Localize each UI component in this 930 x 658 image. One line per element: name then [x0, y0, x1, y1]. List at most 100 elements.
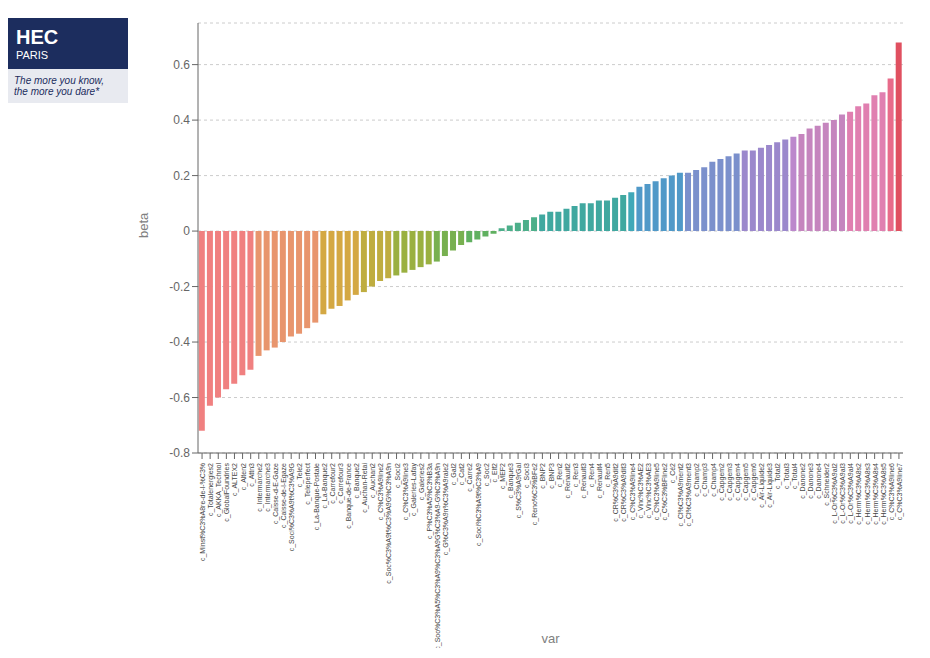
- svg-text:c_S%C3%A9rGal: c_S%C3%A9rGal: [515, 463, 523, 519]
- svg-text:c_Cl%C3%A9ment2: c_Cl%C3%A9ment2: [677, 463, 685, 527]
- svg-text:c_Soci%C3%A9t%C3%A9: c_Soci%C3%A9t%C3%A9: [475, 463, 483, 546]
- svg-text:c_Caisse-d-E-Gaze: c_Caisse-d-E-Gaze: [272, 463, 280, 524]
- html-text:PARIS: PARIS: [16, 49, 49, 61]
- svg-text:c_C%C3%A9line5: c_C%C3%A9line5: [653, 463, 661, 520]
- svg-text:c_Capgem2: c_Capgem2: [718, 463, 726, 501]
- svg-text:c_AKKA_Technol: c_AKKA_Technol: [215, 463, 223, 518]
- svg-text:c_G%C3%A9n%C3%A9rale2: c_G%C3%A9n%C3%A9rale2: [442, 463, 450, 555]
- svg-text:c_Herm%C3%A8s5: c_Herm%C3%A8s5: [880, 463, 888, 525]
- svg-text:c_Champ3: c_Champ3: [701, 463, 709, 497]
- svg-text:c_Minst%C3%A8re-de-l-%C3%: c_Minst%C3%A8re-de-l-%C3%: [199, 463, 207, 561]
- svg-text:c_Ren5: c_Ren5: [604, 463, 612, 487]
- svg-text:c_Galeries2: c_Galeries2: [418, 463, 426, 500]
- svg-text:c_Soci2: c_Soci2: [394, 463, 402, 488]
- svg-text:c_Banque3: c_Banque3: [507, 463, 515, 499]
- html-text:HEC: HEC: [16, 26, 59, 48]
- svg-text:c_Capgem6: c_Capgem6: [750, 463, 758, 501]
- svg-text:c_Capgem3: c_Capgem3: [726, 463, 734, 501]
- svg-text:c_La-Banque-Postale: c_La-Banque-Postale: [313, 463, 321, 530]
- svg-text:c_C%C3%A9line3: c_C%C3%A9line3: [402, 463, 410, 520]
- svg-text:c_Teleperfect: c_Teleperfect: [304, 463, 312, 505]
- svg-text:c_Banque-de-France: c_Banque-de-France: [345, 463, 353, 529]
- svg-text:c_Carre2: c_Carre2: [466, 463, 474, 492]
- svg-text:c_Danone2: c_Danone2: [799, 463, 807, 499]
- svg-text:c_Intermarche2: c_Intermarche2: [256, 463, 264, 512]
- svg-text:c_C%C3%A9line6: c_C%C3%A9line6: [888, 463, 896, 520]
- svg-text:c_Champ2: c_Champ2: [693, 463, 701, 497]
- svg-text:c_Herm%C3%A8s3: c_Herm%C3%A8s3: [864, 463, 872, 525]
- svg-text:c_Herm%C3%A8s4: c_Herm%C3%A8s4: [872, 463, 880, 525]
- svg-text:c_Cl%C3%A9ment3: c_Cl%C3%A9ment3: [685, 463, 693, 527]
- svg-text:c_P%C3%A5%C3%B3a: c_P%C3%A5%C3%B3a: [426, 463, 434, 539]
- svg-text:c_Auchan2: c_Auchan2: [369, 463, 377, 498]
- svg-text:c_Soci3: c_Soci3: [523, 463, 531, 488]
- svg-text:beta: beta: [136, 212, 151, 238]
- svg-text:c_Attn3: c_Attn3: [248, 463, 256, 487]
- svg-text:c_Cé2: c_Cé2: [669, 463, 677, 483]
- svg-text:c_Alten2: c_Alten2: [240, 463, 248, 490]
- svg-text:c_Renault2: c_Renault2: [564, 463, 572, 499]
- svg-text:c_CR%C3%A9dit3: c_CR%C3%A9dit3: [620, 463, 628, 522]
- svg-text:c_Air-Liquide2: c_Air-Liquide2: [758, 463, 766, 508]
- svg-text:c_Vinc%C3%AE2: c_Vinc%C3%AE2: [637, 463, 645, 519]
- svg-text:c_Soc%C3%A9t%C3%A9G%C3%A9n: c_Soc%C3%A9t%C3%A9G%C3%A9n: [385, 463, 393, 584]
- svg-text:-0.2: -0.2: [169, 280, 190, 294]
- svg-text:c_C%C3%A9line7: c_C%C3%A9line7: [896, 463, 904, 520]
- svg-text:0.4: 0.4: [173, 113, 190, 127]
- svg-text:c_Gal2: c_Gal2: [450, 463, 458, 485]
- svg-text:c_Soci%C3%A9t%C3%A9G: c_Soci%C3%A9t%C3%A9G: [288, 463, 296, 551]
- svg-text:c_L-Or%C3%A9al3: c_L-Or%C3%A9al3: [839, 463, 847, 524]
- svg-text:c_Tele2: c_Tele2: [296, 463, 304, 487]
- svg-text:c_Elf2: c_Elf2: [491, 463, 499, 483]
- svg-text:c_GlobalFoundries: c_GlobalFoundries: [223, 463, 231, 522]
- svg-text:-0.6: -0.6: [169, 391, 190, 405]
- svg-text:c_Intermarche3: c_Intermarche3: [264, 463, 272, 512]
- svg-text:c_Total2: c_Total2: [774, 463, 782, 489]
- svg-text:-0.8: -0.8: [169, 446, 190, 460]
- svg-text:c_L-Or%C3%A9al2: c_L-Or%C3%A9al2: [831, 463, 839, 524]
- svg-text:c_Totalenergies2: c_Totalenergies2: [207, 463, 215, 516]
- svg-text:c_Soc2: c_Soc2: [483, 463, 491, 486]
- svg-text:c_La-Banque2: c_La-Banque2: [321, 463, 329, 509]
- svg-text:c_Auchan-Retai: c_Auchan-Retai: [361, 463, 369, 513]
- svg-text:0: 0: [183, 224, 190, 238]
- svg-text:var: var: [541, 631, 560, 646]
- svg-text:0.6: 0.6: [173, 58, 190, 72]
- svg-text:c_Caisse-de-l-Egaze: c_Caisse-de-l-Egaze: [280, 463, 288, 528]
- svg-text:c_Vinc%C3%AE3: c_Vinc%C3%AE3: [645, 463, 653, 519]
- svg-text:c_Cat2: c_Cat2: [458, 463, 466, 485]
- svg-text:c_Capgem5: c_Capgem5: [742, 463, 750, 501]
- svg-text:0.2: 0.2: [173, 169, 190, 183]
- svg-text:c_Danone4: c_Danone4: [815, 463, 823, 499]
- svg-text:c_Banque2: c_Banque2: [353, 463, 361, 499]
- svg-text:c_BNP3: c_BNP3: [548, 463, 556, 489]
- svg-text:c_Ren2: c_Ren2: [556, 463, 564, 487]
- svg-text:c_C%C3%A9line4: c_C%C3%A9line4: [629, 463, 637, 520]
- svg-text:c_C%C3%A9line2: c_C%C3%A9line2: [377, 463, 385, 520]
- svg-text:c_Ren4: c_Ren4: [588, 463, 596, 487]
- svg-text:c_CR%C3%A9dit2: c_CR%C3%A9dit2: [612, 463, 620, 522]
- svg-text:c_BNP2: c_BNP2: [539, 463, 547, 489]
- svg-text:c_Carrefour3: c_Carrefour3: [337, 463, 345, 504]
- svg-text:c_Soo%C3%A5%C3%A9%C3%A9G%C3%A9: c_Soo%C3%A5%C3%A9%C3%A9G%C3%A9-G%C3%A9n: [434, 463, 442, 648]
- svg-text:c_Total4: c_Total4: [791, 463, 799, 489]
- svg-text:c_MEF2: c_MEF2: [499, 463, 507, 489]
- svg-text:c_Galeries-Lafay: c_Galeries-Lafay: [410, 463, 418, 516]
- html-text:The more you know,: The more you know,: [14, 75, 104, 86]
- svg-text:c_Carrefour2: c_Carrefour2: [329, 463, 337, 504]
- svg-text:c_Champ4: c_Champ4: [710, 463, 718, 497]
- svg-text:c_Herm%C3%A8s2: c_Herm%C3%A8s2: [855, 463, 863, 525]
- svg-text:c_Capgem4: c_Capgem4: [734, 463, 742, 501]
- svg-text:c_Total3: c_Total3: [783, 463, 791, 489]
- svg-text:c_Danone3: c_Danone3: [807, 463, 815, 499]
- svg-text:c_Renault3: c_Renault3: [580, 463, 588, 499]
- svg-text:c_Air-Liquide3: c_Air-Liquide3: [766, 463, 774, 508]
- svg-text:c_C%C3%BFline2: c_C%C3%BFline2: [661, 463, 669, 521]
- svg-text:-0.4: -0.4: [169, 335, 190, 349]
- svg-text:c_Schneider2: c_Schneider2: [823, 463, 831, 506]
- svg-text:c_L-Or%C3%A9al4: c_L-Or%C3%A9al4: [847, 463, 855, 524]
- svg-text:c_Reno%C3%BFe2: c_Reno%C3%BFe2: [531, 463, 539, 525]
- svg-text:c_Ren3: c_Ren3: [572, 463, 580, 487]
- svg-text:c_ALTEX2: c_ALTEX2: [231, 463, 239, 496]
- svg-text:c_Renault4: c_Renault4: [596, 463, 604, 499]
